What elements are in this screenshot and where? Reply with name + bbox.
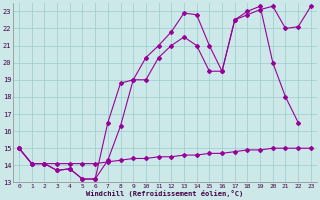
X-axis label: Windchill (Refroidissement éolien,°C): Windchill (Refroidissement éolien,°C) — [86, 190, 244, 197]
